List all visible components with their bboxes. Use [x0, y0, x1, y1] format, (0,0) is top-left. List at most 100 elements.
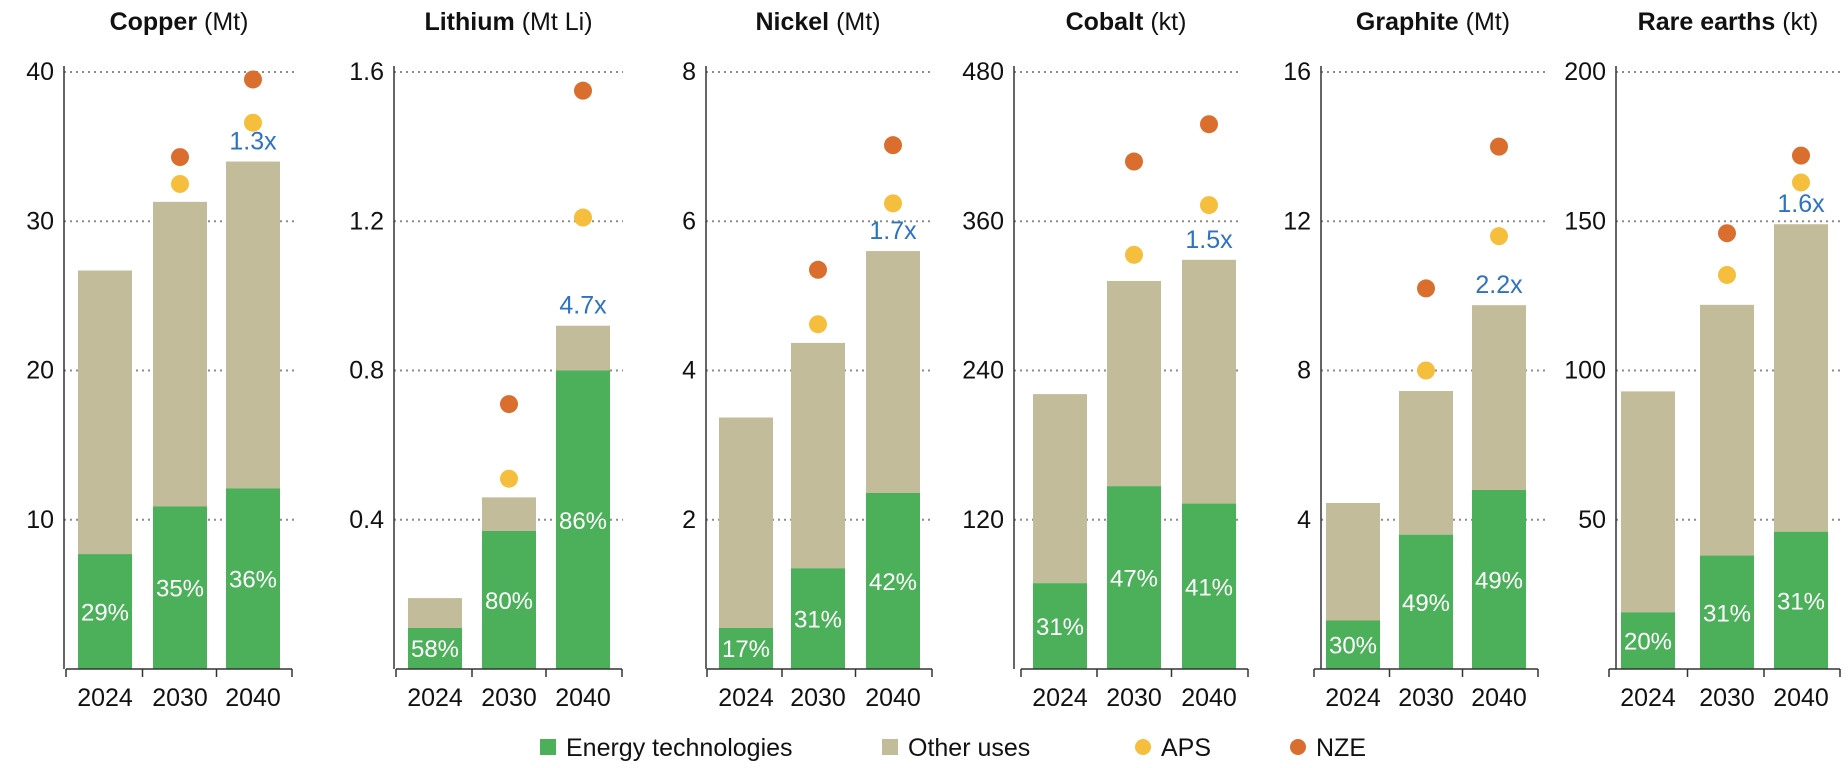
- x-tick-label: 2040: [225, 684, 281, 712]
- x-tick-label: 2030: [1699, 684, 1755, 712]
- panel-graphite: Graphite (Mt) 4 8 12 16 30% 2024 49% 2030 49% 2040…: [1283, 8, 1545, 712]
- bar-other-uses: [226, 161, 280, 489]
- x-tick-label: 2024: [407, 684, 463, 712]
- bar-other-uses: [78, 270, 132, 555]
- legend-dot: [1290, 739, 1306, 755]
- y-tick-label: 40: [26, 58, 54, 86]
- panel-title-unit: (Mt): [204, 8, 248, 36]
- aps-dot: [809, 315, 827, 334]
- panel-title: Lithium (Mt Li): [424, 8, 592, 36]
- panel-title-unit: (kt): [1150, 8, 1186, 36]
- bar-energy-technologies: [1621, 612, 1675, 669]
- share-label: 35%: [156, 576, 204, 603]
- panel-title: Cobalt (kt): [1066, 8, 1187, 36]
- bar-energy-technologies: [408, 627, 462, 669]
- nze-dot: [1200, 115, 1218, 134]
- y-tick-label: 4: [682, 357, 696, 385]
- bar-other-uses: [1774, 224, 1828, 532]
- growth-multiplier-label: 2.2x: [1475, 271, 1523, 299]
- bar-energy-technologies: [719, 627, 773, 669]
- share-label: 47%: [1110, 566, 1158, 593]
- y-tick-label: 4: [1297, 506, 1311, 534]
- share-label: 58%: [411, 636, 459, 663]
- aps-dot: [1417, 361, 1435, 380]
- legend: Energy technologies Other uses APS NZE: [540, 734, 1366, 762]
- bar-energy-technologies: [791, 568, 845, 669]
- panel-title-name: Cobalt: [1066, 8, 1144, 36]
- y-tick-label: 12: [1283, 207, 1311, 235]
- legend-label: Other uses: [908, 734, 1030, 762]
- aps-dot: [500, 469, 518, 488]
- bar-other-uses: [866, 251, 920, 493]
- x-tick-label: 2030: [1106, 684, 1162, 712]
- bar-energy-technologies: [1033, 583, 1087, 669]
- y-tick-label: 6: [682, 207, 696, 235]
- bar-energy-technologies: [556, 370, 610, 669]
- share-label: 20%: [1624, 629, 1672, 656]
- y-tick-label: 20: [26, 357, 54, 385]
- nze-dot: [574, 81, 592, 100]
- legend-label: Energy technologies: [566, 734, 793, 762]
- share-label: 49%: [1402, 590, 1450, 617]
- panel-title-name: Graphite: [1356, 8, 1459, 36]
- bar-energy-technologies: [1774, 531, 1828, 669]
- x-tick-label: 2030: [1398, 684, 1454, 712]
- bar-energy-technologies: [1326, 620, 1380, 669]
- panel-title-name: Nickel: [755, 8, 829, 36]
- y-tick-label: 120: [962, 506, 1004, 534]
- panel-copper: Copper (Mt)1020304029%202435%203036%2040…: [26, 8, 294, 712]
- nze-dot: [884, 136, 902, 155]
- bar-energy-technologies: [153, 506, 207, 669]
- y-tick-label: 200: [1564, 58, 1606, 86]
- y-tick-label: 480: [962, 58, 1004, 86]
- panel-title: Copper (Mt): [110, 8, 249, 36]
- share-label: 29%: [81, 600, 129, 627]
- aps-dot: [1200, 196, 1218, 215]
- bar-energy-technologies: [78, 554, 132, 669]
- panel-nickel: Nickel (Mt) 2 4 6 8 17% 2024 31% 2030 42% 2040 1.7x: [682, 8, 933, 712]
- bar-other-uses: [1700, 304, 1754, 556]
- growth-multiplier-label: 1.7x: [869, 217, 917, 245]
- y-tick-label: 10: [26, 506, 54, 534]
- bar-other-uses: [1621, 391, 1675, 613]
- bar-other-uses: [1107, 280, 1161, 487]
- nze-dot: [1792, 146, 1810, 165]
- nze-dot: [1417, 279, 1435, 298]
- panel-rare-earths: Rare earths (kt) 50 100 150 200 20% 2024 31% 203…: [1564, 8, 1841, 712]
- share-label: 86%: [559, 508, 607, 535]
- y-tick-label: 30: [26, 207, 54, 235]
- nze-dot: [809, 260, 827, 279]
- growth-multiplier-label: 4.7x: [559, 292, 607, 320]
- panel-title-name: Copper: [110, 8, 198, 36]
- bar-other-uses: [153, 201, 207, 507]
- x-tick-label: 2040: [1181, 684, 1237, 712]
- bar-energy-technologies: [1107, 486, 1161, 669]
- y-tick-label: 16: [1283, 58, 1311, 86]
- bar-other-uses: [408, 598, 462, 628]
- share-label: 30%: [1329, 633, 1377, 660]
- y-tick-label: 1.2: [349, 207, 384, 235]
- share-label: 31%: [794, 607, 842, 634]
- panel-title-name: Lithium: [424, 8, 514, 36]
- aps-dot: [1490, 227, 1508, 246]
- panel-title: Rare earths (kt): [1638, 8, 1819, 36]
- x-tick-label: 2040: [865, 684, 921, 712]
- y-tick-label: 50: [1578, 506, 1606, 534]
- x-tick-label: 2030: [481, 684, 537, 712]
- x-tick-label: 2030: [790, 684, 846, 712]
- aps-dot: [1718, 265, 1736, 284]
- nze-dot: [1125, 152, 1143, 171]
- chart-canvas: Copper (Mt)1020304029%202435%203036%2040…: [26, 8, 1841, 712]
- nze-dot: [1490, 137, 1508, 156]
- bar-other-uses: [556, 325, 610, 371]
- share-label: 80%: [485, 588, 533, 615]
- share-label: 31%: [1777, 588, 1825, 615]
- nze-dot: [171, 148, 189, 167]
- bar-other-uses: [1326, 502, 1380, 621]
- aps-dot: [1792, 173, 1810, 192]
- share-label: 36%: [229, 567, 277, 594]
- legend-label: APS: [1161, 734, 1211, 762]
- x-tick-label: 2024: [1325, 684, 1381, 712]
- share-label: 41%: [1185, 574, 1233, 601]
